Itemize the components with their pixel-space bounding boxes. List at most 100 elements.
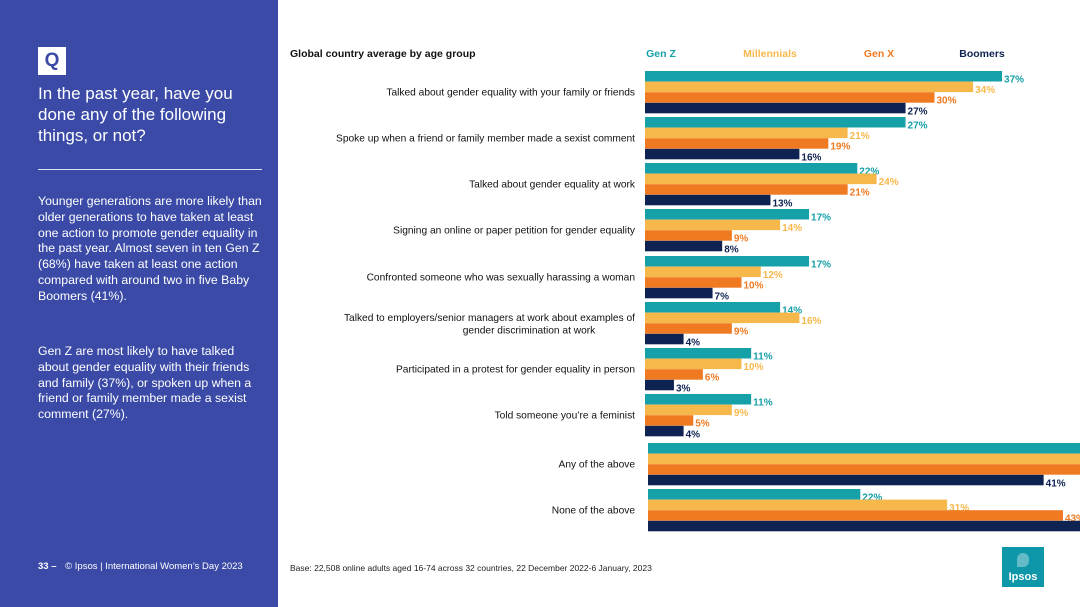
bar [645, 92, 935, 103]
question-text: In the past year, have you done any of t… [38, 84, 233, 145]
data-label: 31% [949, 503, 969, 514]
bar [645, 333, 684, 345]
data-label: 34% [975, 85, 995, 96]
data-label: 16% [801, 316, 821, 327]
data-label: 30% [937, 96, 957, 107]
base-note: Base: 22,508 online adults aged 16-74 ac… [290, 563, 652, 573]
bar [645, 148, 800, 160]
bar [648, 453, 1080, 465]
data-label: 11% [753, 352, 773, 363]
bar [645, 127, 848, 139]
category-label: Confronted someone who was sexually hara… [367, 273, 635, 284]
bar [645, 394, 752, 405]
bar [645, 348, 752, 359]
data-label: 19% [830, 142, 850, 153]
data-label: 6% [705, 373, 720, 384]
data-label: 12% [763, 270, 783, 281]
data-label: 17% [811, 260, 831, 271]
bar [645, 138, 829, 149]
bar [645, 312, 800, 324]
data-label: 4% [686, 429, 701, 440]
category-label-line: gender discrimination at work [463, 326, 596, 337]
data-label: 21% [850, 188, 870, 199]
data-label: 21% [850, 131, 870, 142]
bar [645, 184, 848, 195]
bar [648, 510, 1063, 521]
data-label: 5% [695, 419, 710, 430]
bar-chart: Global country average by age group Gen Z… [290, 48, 1080, 532]
bar [645, 323, 732, 334]
data-label: 41% [1046, 478, 1066, 489]
category-label-line: Talked to employers/senior managers at w… [344, 313, 635, 324]
bar [648, 443, 1080, 454]
bar [645, 163, 858, 174]
category-label: Participated in a protest for gender equ… [396, 365, 635, 376]
copyright: © Ipsos | International Women’s Day 2023 [65, 561, 243, 572]
legend-boomers: Boomers [959, 48, 1005, 60]
category-label: Talked to employers/senior managers at w… [344, 313, 635, 337]
data-label: 17% [811, 213, 831, 224]
data-label: 14% [782, 223, 802, 234]
data-label: 16% [801, 152, 821, 163]
bar [648, 520, 1080, 532]
legend-millennials: Millennials [743, 48, 797, 60]
bar [645, 230, 732, 241]
bar [645, 117, 906, 128]
bar [648, 489, 861, 500]
bar [645, 277, 742, 288]
divider [38, 169, 262, 170]
bar [645, 358, 742, 370]
category-label: Spoke up when a friend or family member … [336, 134, 635, 145]
bar [645, 266, 761, 278]
data-label: 9% [734, 234, 749, 245]
data-label: 14% [782, 306, 802, 317]
bar [645, 379, 674, 391]
legend-gen-z: Gen Z [646, 48, 676, 60]
bar [645, 369, 703, 380]
bar [645, 102, 906, 114]
left-panel: Q In the past year, have you done any of… [0, 0, 278, 607]
bar [645, 425, 684, 437]
bar [645, 415, 694, 426]
data-label: 4% [686, 337, 701, 348]
data-label: 9% [734, 408, 749, 419]
category-label: None of the above [552, 506, 636, 517]
ipsos-logo: Ipsos [1002, 547, 1044, 587]
commentary-paragraph-2: Gen Z are most likely to have talked abo… [38, 344, 252, 422]
ipsos-logo-mark-icon [1017, 553, 1029, 567]
category-label: Any of the above [559, 460, 636, 471]
category-label: Told someone you’re a feminist [495, 411, 636, 422]
bar [645, 173, 877, 185]
data-label: 3% [676, 383, 691, 394]
question-badge: Q [38, 47, 66, 75]
bar [645, 287, 713, 299]
bar [645, 256, 810, 267]
data-label: 24% [879, 177, 899, 188]
data-label: 11% [753, 398, 773, 409]
data-label: 27% [908, 121, 928, 132]
legend-gen-x: Gen X [864, 48, 894, 60]
data-label: 22% [859, 167, 879, 178]
data-label: 13% [772, 198, 792, 209]
data-label: 7% [715, 291, 730, 302]
bar [648, 464, 1080, 475]
data-label: 22% [862, 493, 882, 504]
category-label: Talked about gender equality with your f… [386, 88, 635, 99]
bar [645, 219, 781, 231]
page-number: 33 – [38, 561, 57, 572]
bar [645, 302, 781, 313]
ipsos-logo-text: Ipsos [1008, 571, 1038, 583]
footer-source: 33 – © Ipsos | International Women’s Day… [38, 561, 243, 572]
data-label: 43% [1065, 514, 1080, 525]
data-label: 10% [744, 362, 764, 373]
bar [645, 209, 810, 220]
data-label: 9% [734, 327, 749, 338]
bar [648, 474, 1044, 486]
commentary-paragraph-1: Younger generations are more likely than… [38, 194, 262, 303]
bar [645, 71, 1003, 82]
bar [645, 194, 771, 206]
bar [648, 499, 948, 511]
data-label: 37% [1004, 75, 1024, 86]
bar [645, 404, 732, 416]
data-label: 27% [908, 106, 928, 117]
